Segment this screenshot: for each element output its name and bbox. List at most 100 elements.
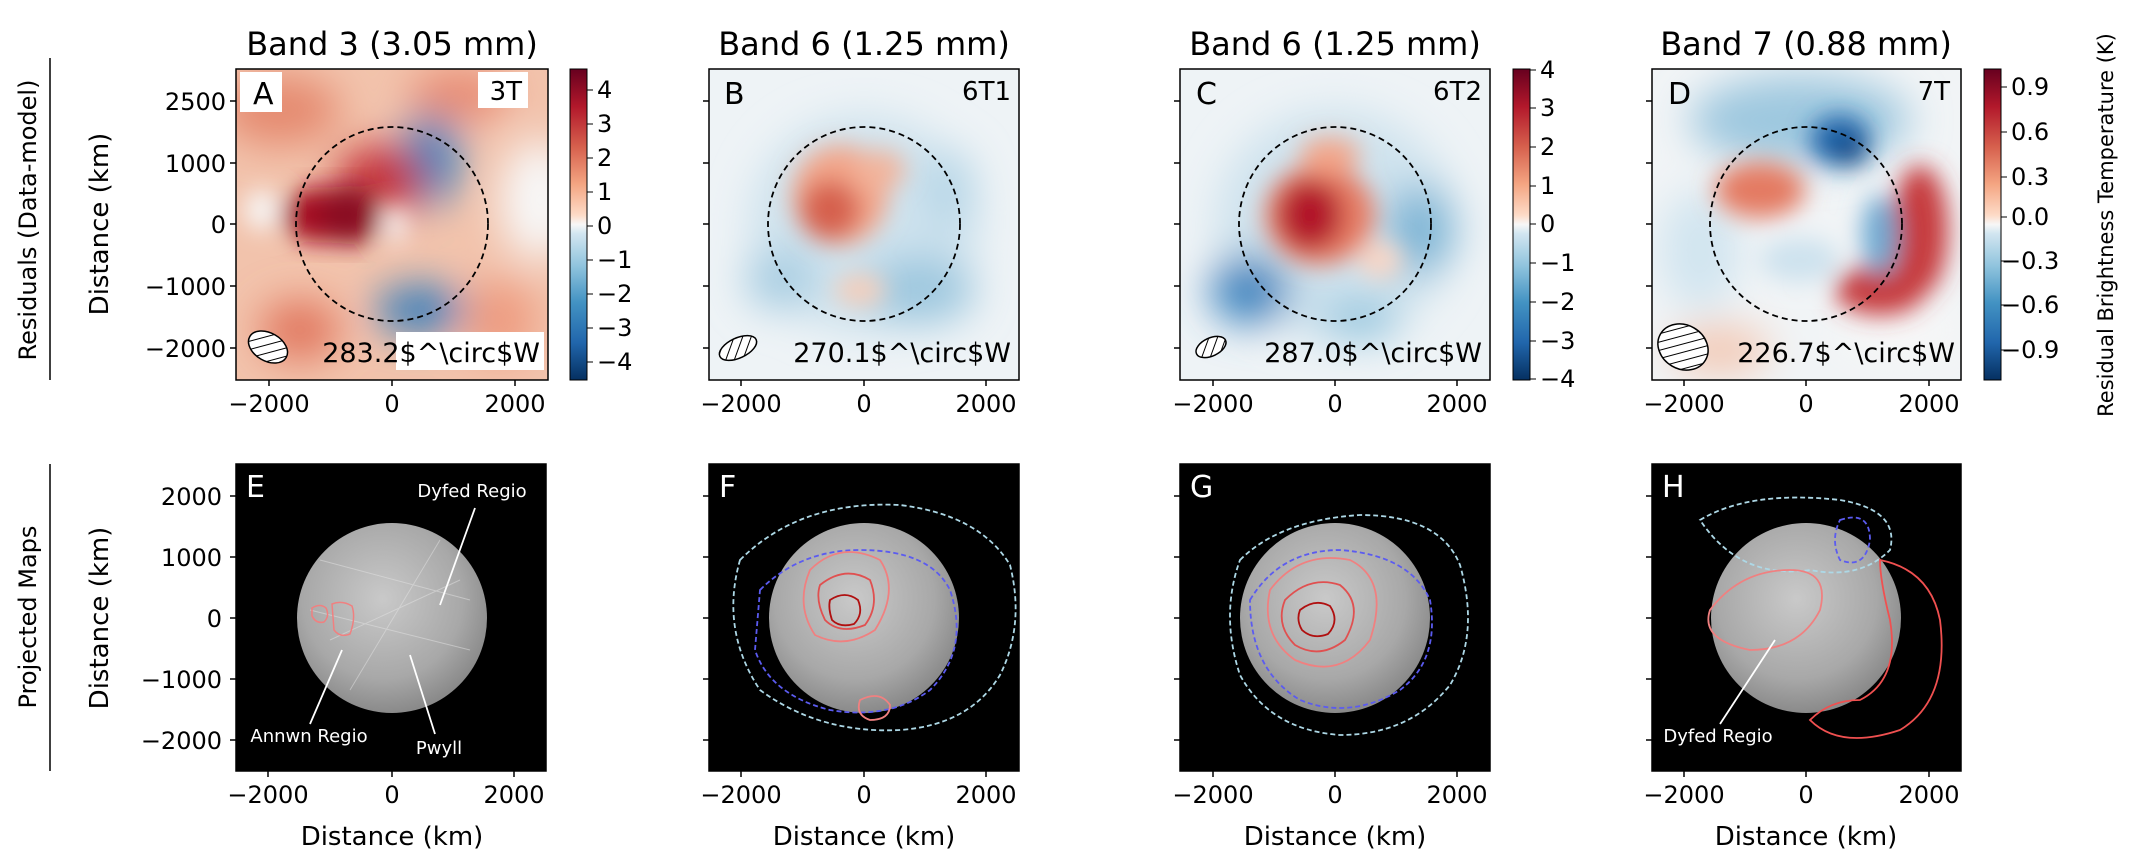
panel-a-tag-box [478, 72, 528, 108]
colorbar-d-tick: 0.3 [2011, 163, 2049, 191]
row-label-residuals-text: Residuals (Data-model) [14, 80, 42, 361]
panel-g-xaxis: −2000 0 2000 [1172, 771, 1488, 809]
colorbar-a-tick: −1 [597, 246, 632, 274]
panel-b-title: Band 6 (1.25 mm) [718, 25, 1010, 63]
row-label-residuals: Residuals (Data-model) [14, 58, 51, 380]
panel-d-letter: D [1668, 77, 1691, 112]
panel-f-xlabel: Distance (km) [773, 822, 956, 852]
panel-c-xtick-label: 0 [1327, 390, 1342, 418]
panel-e: E Dyfed Regio Annwn Regio Pwyll 2000 100… [85, 463, 547, 852]
panel-d-tag: 7T [1918, 77, 1951, 107]
colorbar-a: 4 3 2 1 0 −1 −2 −3 −4 [569, 68, 632, 381]
panel-a-ytick-label: −2000 [145, 335, 226, 363]
panel-d-title: Band 7 (0.88 mm) [1660, 25, 1952, 63]
colorbar-a-tick: −2 [597, 280, 632, 308]
colorbar-a-tick: 2 [597, 144, 612, 172]
panel-c-beam [1195, 335, 1227, 359]
panel-f-xtick-label: 0 [856, 781, 871, 809]
panel-e-ytick-label: 0 [207, 605, 222, 633]
panel-f-letter: F [719, 470, 736, 505]
panel-h-yticks [1646, 495, 1652, 741]
panel-a-tag: 3T [490, 77, 523, 107]
panel-a-heatmap [236, 69, 548, 380]
panel-a-xtick-label: 2000 [484, 390, 545, 418]
colorbar-d-tick: −0.3 [2001, 247, 2059, 275]
colorbar-d-tick: 0.9 [2011, 73, 2049, 101]
panel-e-annotation-annwn: Annwn Regio [250, 726, 367, 747]
panel-c-title: Band 6 (1.25 mm) [1189, 25, 1481, 63]
panel-a-xtick-label: −2000 [228, 390, 309, 418]
colorbar-c-tick: −3 [1540, 327, 1575, 355]
panel-e-ytick-label: 1000 [161, 544, 222, 572]
colorbar-a-tick: 0 [597, 212, 612, 240]
panel-b-letter: B [724, 77, 745, 112]
panel-d-xtick-label: 2000 [1898, 390, 1959, 418]
panel-e-ytick-label: −1000 [141, 666, 222, 694]
colorbar-d-tick: 0.6 [2011, 118, 2049, 146]
panel-b-beam [718, 334, 758, 362]
row-label-projected-text: Projected Maps [14, 526, 42, 709]
panel-c-xtick-label: 2000 [1426, 390, 1487, 418]
panel-d-xtick-label: −2000 [1643, 390, 1724, 418]
colorbar-c-tick: 1 [1540, 172, 1555, 200]
colorbar-c-tick: 4 [1540, 56, 1555, 84]
panel-d-xtick-label: 0 [1798, 390, 1813, 418]
colorbar-c-tick: 2 [1540, 133, 1555, 161]
panel-c-xaxis: −2000 0 2000 [1172, 380, 1488, 418]
panel-d-yticks [1646, 100, 1652, 349]
colorbar-c-tick: −1 [1540, 249, 1575, 277]
panel-h-letter: H [1662, 470, 1685, 505]
panel-h-xlabel: Distance (km) [1715, 822, 1898, 852]
colorbar-d-tick: 0.0 [2011, 203, 2049, 231]
panel-c-tag: 6T2 [1433, 77, 1482, 107]
panel-e-ytick-label: 2000 [161, 483, 222, 511]
panel-f-xtick-label: −2000 [700, 781, 781, 809]
panel-f-xtick-label: 2000 [955, 781, 1016, 809]
panel-h-xtick-label: 2000 [1898, 781, 1959, 809]
panel-g-xtick-label: 2000 [1426, 781, 1487, 809]
panel-b-xtick-label: 2000 [955, 390, 1016, 418]
panel-f-moon [769, 523, 959, 713]
row-label-projected: Projected Maps [14, 464, 51, 771]
panel-b-xaxis: −2000 0 2000 [700, 380, 1017, 418]
panel-c-xtick-label: −2000 [1172, 390, 1253, 418]
colorbar-c-tick: −4 [1540, 365, 1575, 393]
panel-c-heatmap [1180, 69, 1490, 380]
panel-g-letter: G [1190, 470, 1213, 505]
panel-g-yticks [1174, 495, 1180, 741]
panel-a-xtick-label: 0 [384, 390, 399, 418]
colorbar-a-tick: −3 [597, 314, 632, 342]
panel-b-xtick-label: −2000 [700, 390, 781, 418]
panel-c-letter: C [1196, 77, 1217, 112]
colorbar-d-tick: −0.9 [2001, 336, 2059, 364]
panel-a-letter-box [240, 72, 282, 112]
colorbar-d: 0.9 0.6 0.3 0.0 −0.3 −0.6 −0.9 Residual … [1983, 33, 2118, 417]
panel-c-longitude: 287.0$^\circ$W [1264, 338, 1482, 369]
panel-h-annotation-dyfed: Dyfed Regio [1663, 726, 1772, 747]
colorbar-a-tick: −4 [597, 348, 632, 376]
panel-a-ytick-label: −1000 [145, 273, 226, 301]
colorbar-d-tick: −0.6 [2001, 291, 2059, 319]
panel-e-xlabel: Distance (km) [301, 822, 484, 852]
panel-h-xaxis: −2000 0 2000 [1643, 771, 1960, 809]
panel-f-yticks [703, 495, 709, 741]
panel-e-xtick-label: 0 [384, 781, 399, 809]
panel-a-letter: A [253, 77, 274, 112]
panel-d-longitude: 226.7$^\circ$W [1737, 338, 1955, 369]
panel-e-annotation-dyfed: Dyfed Regio [417, 481, 526, 502]
panel-b-heatmap [709, 69, 1019, 380]
panel-e-letter: E [246, 470, 265, 505]
colorbar-c: 4 3 2 1 0 −1 −2 −3 −4 [1512, 56, 1575, 393]
panel-a-yaxis: 2500 1000 0 −1000 −2000 [145, 88, 236, 363]
colorbar-a-tick: 1 [597, 178, 612, 206]
colorbar-a-tick: 3 [597, 110, 612, 138]
panel-d: Band 7 (0.88 mm) D 7T 226.7$^\circ [1643, 25, 1962, 418]
panel-b-longitude: 270.1$^\circ$W [793, 338, 1011, 369]
panel-d-beam [1657, 323, 1709, 371]
panel-a-ytick-label: 0 [211, 211, 226, 239]
panel-b: Band 6 (1.25 mm) B 6T1 270.1$^\circ$W [700, 25, 1020, 418]
panel-g-xtick-label: −2000 [1172, 781, 1253, 809]
panel-c: Band 6 (1.25 mm) C 6T2 287.0$^\circ$W [1172, 25, 1491, 418]
panel-e-ylabel: Distance (km) [85, 527, 115, 710]
